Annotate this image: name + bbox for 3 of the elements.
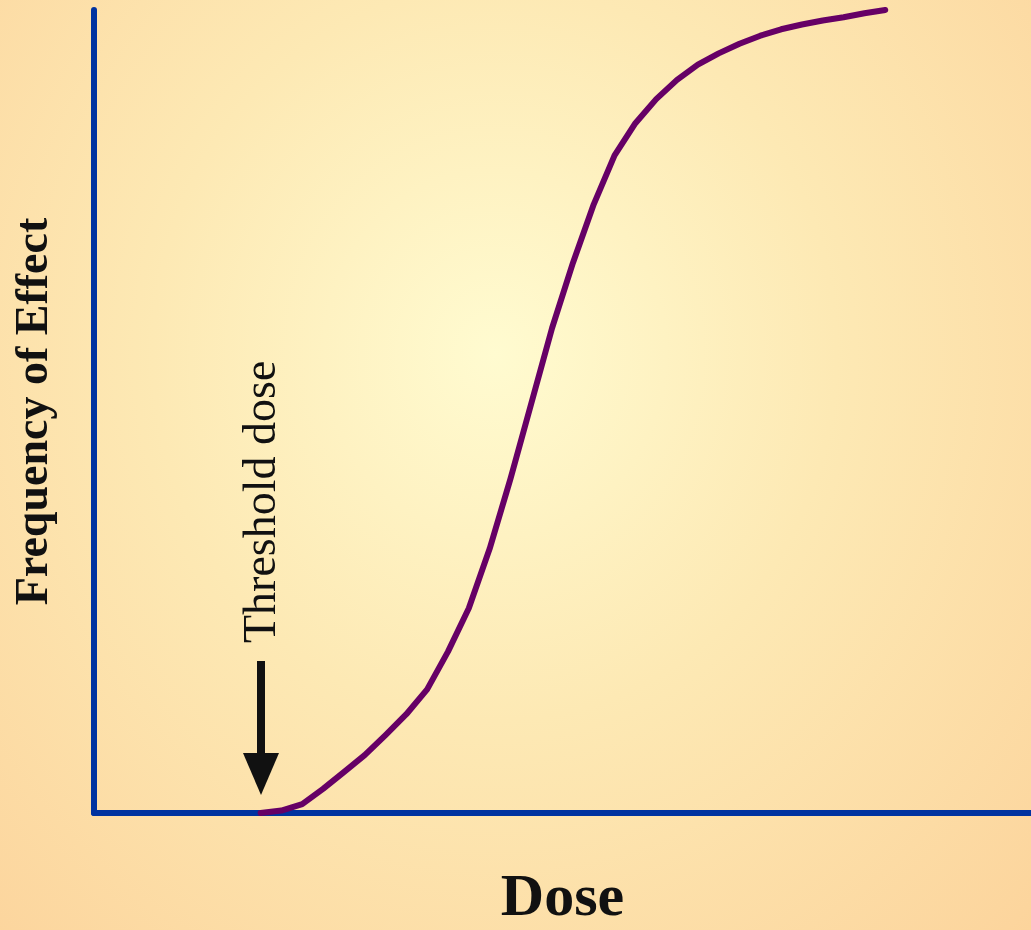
x-axis-title: Dose (500, 862, 625, 928)
y-axis-title: Frequency of Effect (5, 217, 57, 606)
annotation: Threshold dose (234, 360, 286, 643)
